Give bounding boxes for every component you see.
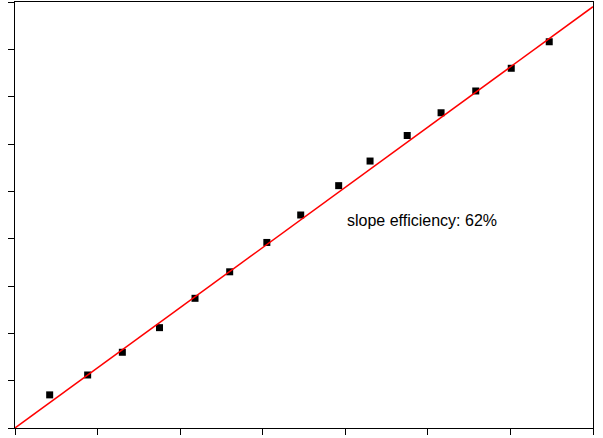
svg-text:slope efficiency: 62%: slope efficiency: 62% (347, 212, 497, 229)
